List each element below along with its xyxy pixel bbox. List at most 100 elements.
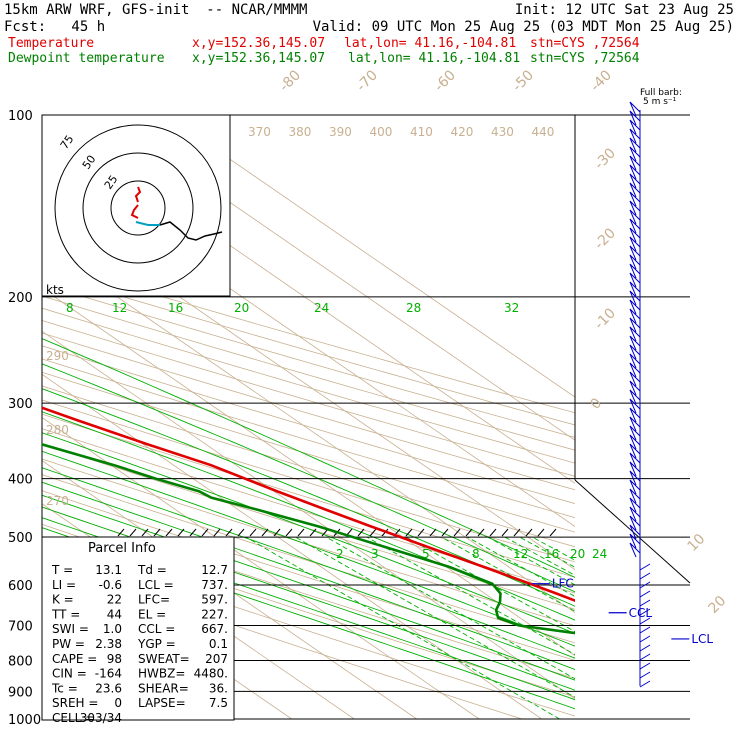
mixing-ratio-line: [366, 536, 575, 656]
isotherm-label: -60: [432, 67, 459, 94]
theta-label: 400: [370, 125, 393, 139]
theta-label-left: 280: [46, 423, 69, 437]
parcel-param-name-2: EL =: [138, 607, 166, 621]
moist-adiabat: [42, 506, 575, 691]
hodograph-units: kts: [46, 283, 64, 297]
dry-adiabat: [42, 295, 575, 451]
parcel-param-value-2: 597.: [201, 593, 228, 607]
theta-label: 410: [410, 125, 433, 139]
hatch-mark: [129, 528, 137, 537]
dry-adiabat: [42, 320, 575, 477]
mixing-ratio-label-lower: 5: [422, 547, 430, 561]
wind-barb: [629, 128, 641, 144]
parcel-param-value: -0.6: [99, 578, 122, 592]
wind-barb-low: [639, 653, 651, 661]
hatch-mark: [141, 528, 149, 537]
parcel-param-value: 98: [107, 652, 122, 666]
temperature-line: [42, 406, 575, 603]
wind-barb: [629, 506, 641, 522]
wind-barb: [629, 515, 641, 531]
wind-barb: [629, 173, 641, 189]
parcel-param-value-2: 12.7: [201, 563, 228, 577]
temperature-station: stn=CYS ,72564: [530, 36, 640, 51]
hatch-mark: [273, 528, 281, 537]
pressure-tick-label: 400: [8, 473, 33, 488]
wind-barb: [629, 263, 641, 279]
dry-adiabat: [42, 458, 575, 627]
wind-barb: [629, 398, 641, 414]
parcel-param-name-2: LCL =: [138, 578, 174, 592]
dry-adiabat: [42, 307, 575, 464]
parcel-param-name: CIN =: [52, 667, 87, 681]
mixing-ratio-label-upper: 16: [168, 301, 183, 315]
parcel-param-name: T =: [51, 563, 73, 577]
hatch-mark: [249, 528, 257, 537]
hatch-mark: [213, 528, 221, 537]
mixing-ratio-label-lower: 8: [472, 547, 480, 561]
dry-adiabat: [42, 345, 575, 504]
wind-barb-low: [639, 590, 651, 598]
parcel-param-name: CELL =: [52, 711, 95, 725]
parcel-param-name: CAPE =: [52, 652, 97, 666]
dry-adiabat: [42, 443, 575, 610]
wind-barb: [629, 371, 641, 387]
hatch-mark: [513, 528, 521, 537]
wind-barb-low: [639, 662, 651, 670]
hatch-mark: [453, 528, 461, 537]
wind-barb: [629, 155, 641, 171]
dry-adiabat: [42, 260, 575, 414]
mixing-ratio-label-upper: 32: [504, 301, 519, 315]
parcel-param-value-2: 0.1: [209, 637, 228, 651]
hodograph-trace-low2: [130, 204, 139, 219]
parcel-param-name: PW =: [52, 637, 85, 651]
isotherm-label: -80: [277, 67, 304, 94]
mixing-ratio-label-lower: 20: [570, 547, 585, 561]
pressure-tick-label: 900: [8, 685, 33, 700]
wind-barb: [629, 407, 641, 423]
wind-barb-low: [639, 599, 651, 607]
parcel-param-name: TT =: [51, 607, 80, 621]
mixing-ratio-label-lower: 3: [371, 547, 379, 561]
moist-adiabat: [42, 517, 575, 701]
pressure-tick-label: 1000: [8, 713, 41, 728]
wind-barb-low: [639, 563, 651, 571]
hatch-mark: [549, 528, 557, 537]
mixing-ratio-label-lower: 12: [513, 547, 528, 561]
parcel-param-name-2: SWEAT=: [138, 652, 190, 666]
isotherm-line: [42, 244, 575, 614]
wind-barb: [629, 326, 641, 342]
mixing-ratio-label-upper: 8: [66, 301, 74, 315]
parcel-level-label-ccl: CCL: [629, 606, 653, 620]
wind-barb: [629, 335, 641, 351]
temperature-latlon: lat,lon= 41.16,-104.81: [344, 36, 517, 51]
moist-adiabat: [42, 527, 575, 710]
isotherm-label: -40: [588, 67, 615, 94]
hatch-mark: [489, 528, 497, 537]
mixing-ratio-line: [295, 536, 575, 698]
hatch-mark: [165, 528, 173, 537]
mixing-ratio-line: [245, 536, 560, 719]
wind-barb: [629, 479, 641, 495]
parcel-param-value: 2.38: [95, 637, 122, 651]
sounding-series: [42, 406, 575, 635]
hodograph-trace-low: [134, 186, 142, 203]
parcel-param-name-2: LAPSE=: [138, 696, 186, 710]
wind-barb: [629, 542, 641, 558]
mixing-ratio-label-upper: 20: [234, 301, 249, 315]
parcel-param-value-2: 737.: [201, 578, 228, 592]
wind-barb: [629, 434, 641, 450]
wind-barb: [629, 389, 641, 405]
theta-label: 420: [451, 125, 474, 139]
hatch-mark: [189, 528, 197, 537]
temperature-label: Temperature: [8, 36, 95, 51]
parcel-levels: ELLFCCCLLCL: [531, 577, 713, 646]
parcel-param-name-2: CCL =: [138, 622, 175, 636]
mixing-ratio-label-upper: 24: [314, 301, 329, 315]
pressure-tick-label: 200: [8, 291, 33, 306]
parcel-param-value-2: 667.: [201, 622, 228, 636]
wind-barbs: [629, 101, 651, 688]
wind-barb: [629, 191, 641, 207]
hatch-mark: [477, 528, 485, 537]
isotherm-label: -70: [354, 67, 381, 94]
